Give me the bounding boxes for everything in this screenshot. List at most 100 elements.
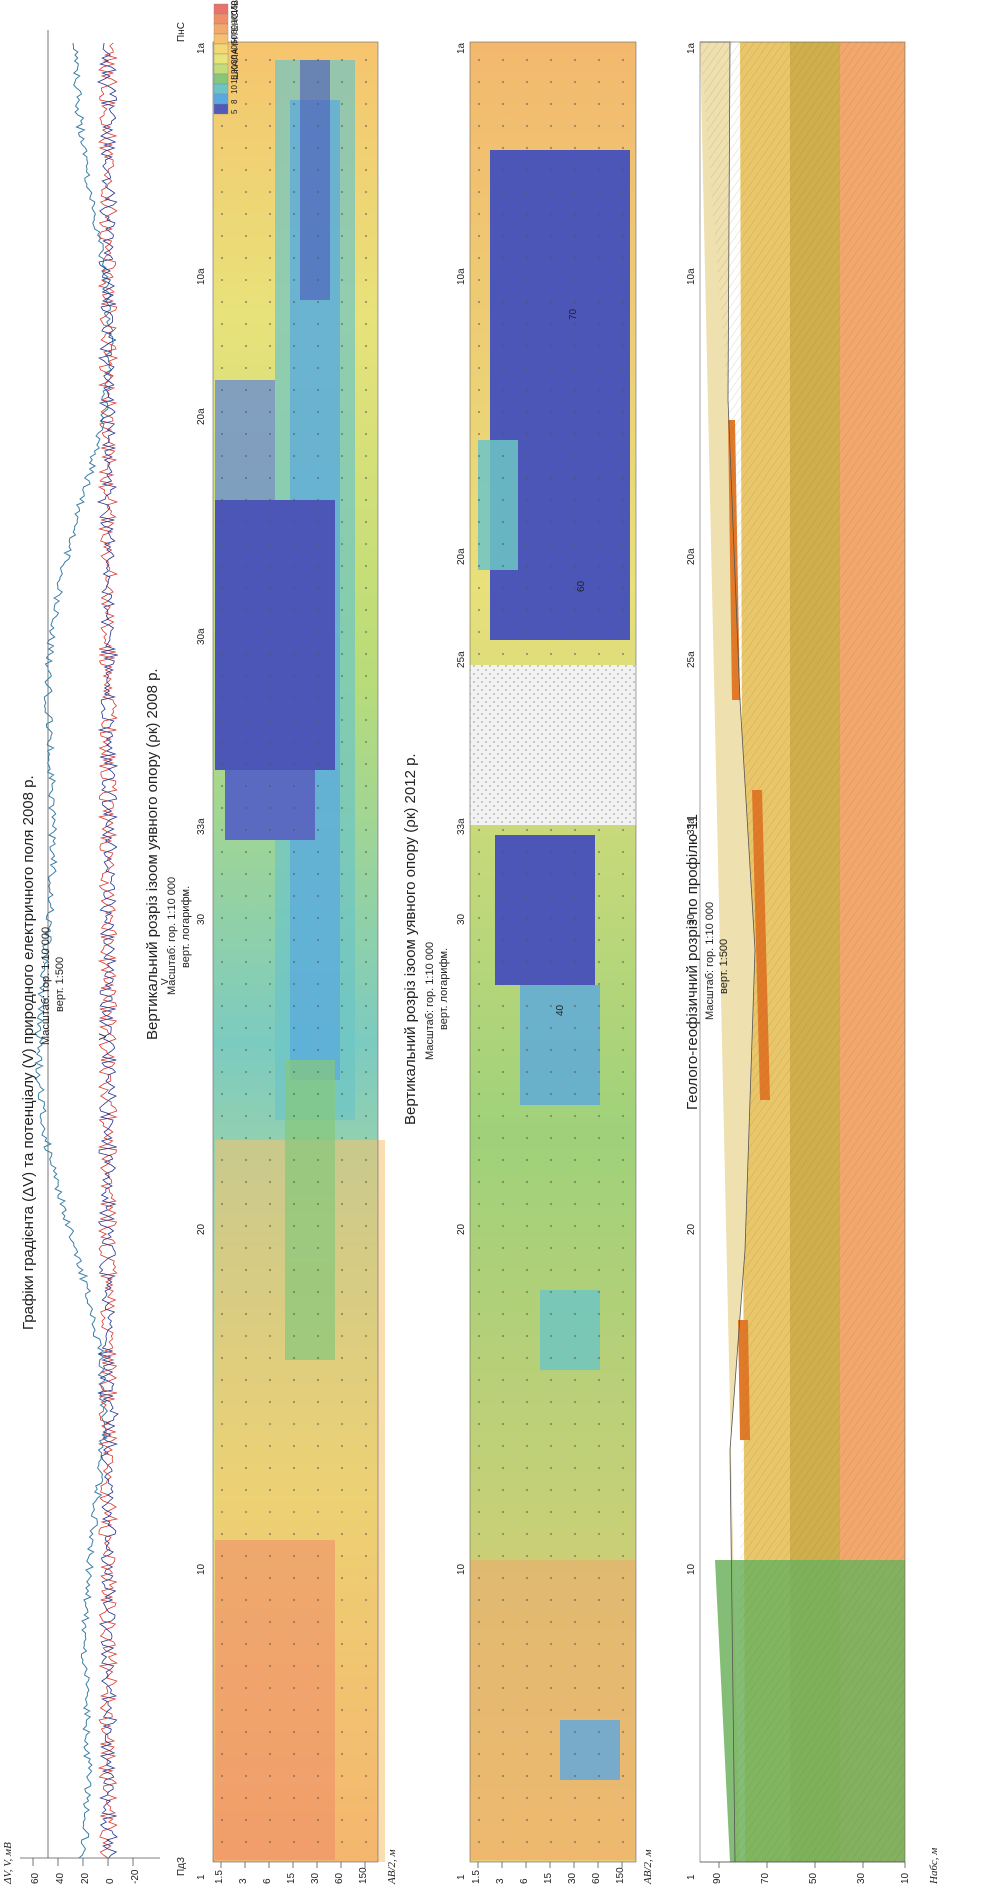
measure-point [501, 1158, 505, 1162]
measure-point [244, 1202, 248, 1206]
measure-point [573, 1532, 577, 1536]
measure-point [244, 1070, 248, 1074]
measure-point [477, 80, 481, 84]
measure-point [292, 454, 296, 458]
measure-point [525, 872, 529, 876]
measure-point [220, 718, 224, 722]
measure-point [549, 982, 553, 986]
measure-point [597, 1510, 601, 1514]
measure-point [364, 784, 368, 788]
measure-point [244, 1290, 248, 1294]
picket-label: 1a [686, 42, 697, 54]
measure-point [220, 256, 224, 260]
measure-point [573, 938, 577, 942]
measure-point [292, 850, 296, 854]
measure-point [220, 1840, 224, 1844]
measure-point [621, 454, 625, 458]
measure-point [316, 146, 320, 150]
measure-point [549, 1180, 553, 1184]
measure-point [244, 454, 248, 458]
measure-point [621, 1026, 625, 1030]
measure-point [364, 432, 368, 436]
measure-point [525, 1796, 529, 1800]
measure-point [573, 1290, 577, 1294]
measure-point [549, 960, 553, 964]
measure-point [549, 1312, 553, 1316]
picket-label: 10a [686, 268, 697, 285]
measure-point [220, 1598, 224, 1602]
measure-point [292, 520, 296, 524]
measure-point [268, 1114, 272, 1118]
measure-point [268, 1730, 272, 1734]
measure-point [316, 1026, 320, 1030]
measure-point [364, 388, 368, 392]
measure-point [364, 542, 368, 546]
measure-point [340, 1686, 344, 1690]
measure-point [340, 300, 344, 304]
measure-point [621, 1466, 625, 1470]
measure-point [220, 1290, 224, 1294]
picket-label: 1 [686, 1874, 697, 1880]
measure-point [549, 608, 553, 612]
measure-point [292, 1400, 296, 1404]
measure-point [268, 1180, 272, 1184]
measure-point [340, 278, 344, 282]
measure-point [477, 586, 481, 590]
measure-point [501, 1730, 505, 1734]
measure-point [316, 916, 320, 920]
measure-point [501, 586, 505, 590]
measure-point [316, 1840, 320, 1844]
measure-point [597, 982, 601, 986]
measure-point [292, 1488, 296, 1492]
potential-curve-label: V [98, 1033, 109, 1040]
measure-point [220, 564, 224, 568]
measure-point [597, 608, 601, 612]
measure-point [549, 564, 553, 568]
measure-point [597, 1048, 601, 1052]
measure-point [316, 190, 320, 194]
measure-point [220, 1334, 224, 1338]
measure-point [597, 630, 601, 634]
measure-point [549, 1488, 553, 1492]
measure-point [364, 1136, 368, 1140]
measure-point [621, 938, 625, 942]
measure-point [621, 300, 625, 304]
geo-section-scale-v: верт. 1:500 [718, 938, 730, 994]
measure-point [501, 300, 505, 304]
measure-point [597, 1290, 601, 1294]
measure-point [292, 1664, 296, 1668]
measure-point [525, 410, 529, 414]
measure-point [364, 1730, 368, 1734]
measure-point [549, 1554, 553, 1558]
measure-point [621, 1444, 625, 1448]
measure-point [501, 410, 505, 414]
measure-point [501, 1642, 505, 1646]
measure-point [364, 1114, 368, 1118]
measure-point [621, 1730, 625, 1734]
measure-point [268, 1224, 272, 1228]
measure-point [477, 1290, 481, 1294]
measure-point [477, 1774, 481, 1778]
measure-point [525, 124, 529, 128]
measure-point [597, 168, 601, 172]
measure-point [220, 1268, 224, 1272]
measure-point [501, 1708, 505, 1712]
measure-point [621, 1334, 625, 1338]
measure-point [573, 520, 577, 524]
measure-point [477, 960, 481, 964]
measure-point [597, 872, 601, 876]
measure-point [501, 366, 505, 370]
measure-point [501, 542, 505, 546]
measure-point [597, 58, 601, 62]
measure-point [316, 630, 320, 634]
measure-point [268, 762, 272, 766]
measure-point [525, 1752, 529, 1756]
measure-point [220, 234, 224, 238]
measure-point [597, 454, 601, 458]
measure-point [621, 124, 625, 128]
measure-point [292, 1554, 296, 1558]
measure-point [244, 344, 248, 348]
picket-label: 33a [456, 818, 467, 835]
measure-point [549, 168, 553, 172]
